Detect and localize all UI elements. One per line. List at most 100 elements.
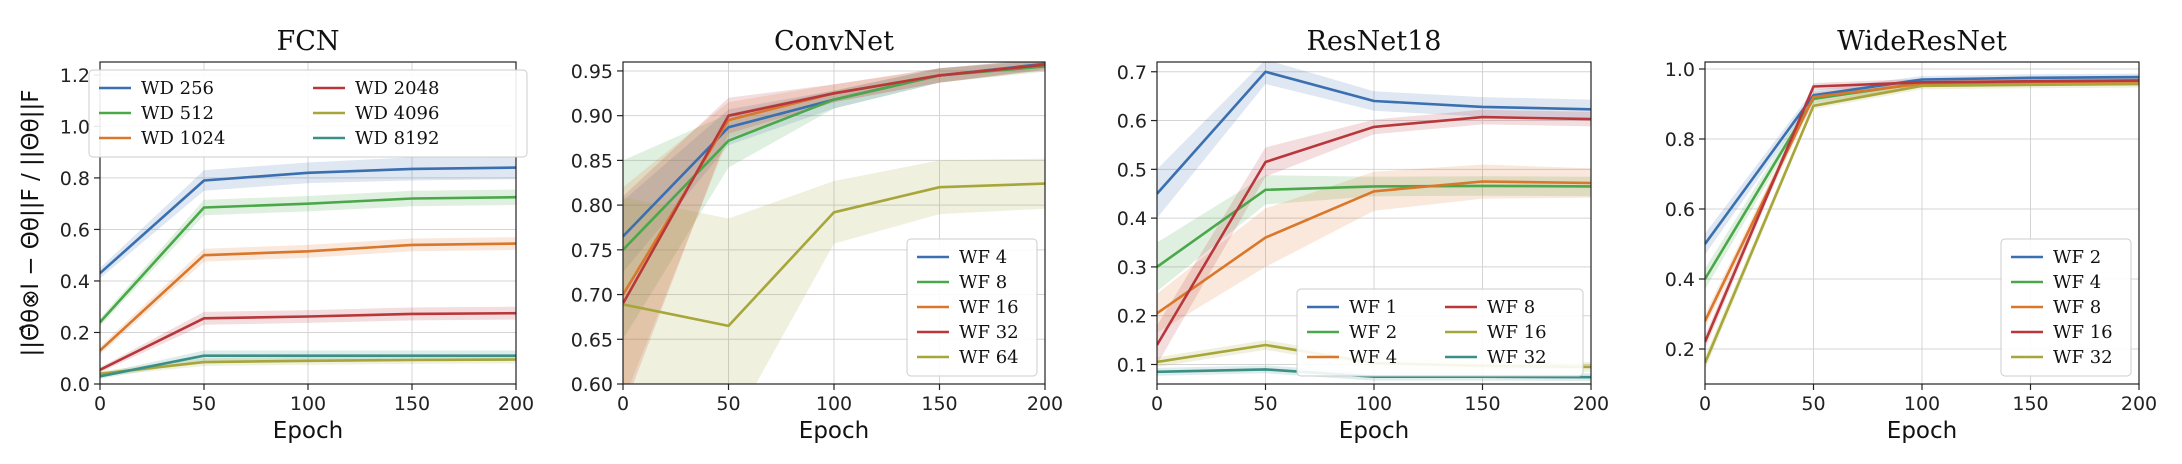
legend: WD 256 WD 512 WD 1024 WD 2048 WD 4096 WD 8192 bbox=[88, 69, 528, 158]
legend-item: WD 8192 bbox=[313, 128, 439, 149]
legend-item: WF 8 bbox=[2011, 297, 2101, 318]
y-tick-label: 0.8 bbox=[1665, 129, 1695, 151]
legend-label: WF 32 bbox=[2053, 347, 2113, 368]
legend-box bbox=[1296, 288, 1584, 377]
legend-item: WF 2 bbox=[2011, 247, 2101, 268]
x-tick-label: 100 bbox=[816, 393, 852, 415]
legend-label: WD 2048 bbox=[355, 78, 439, 99]
confidence-band-wd-512 bbox=[100, 189, 516, 326]
y-tick-label: 0.60 bbox=[571, 374, 613, 396]
legend-box bbox=[2000, 238, 2132, 377]
y-tick-label: 0.90 bbox=[571, 106, 613, 128]
chart-panel-4: 0 50 100 150 200 0.2 0.4 0.6 0.8 1.0 WideResNet Epo… bbox=[1665, 26, 2157, 444]
legend-label: WD 512 bbox=[141, 103, 214, 124]
y-tick-label: 0.6 bbox=[60, 219, 90, 241]
legend-label: WF 16 bbox=[2053, 322, 2113, 343]
legend-label: WF 16 bbox=[959, 297, 1019, 318]
y-tick-label: 0.4 bbox=[1665, 269, 1695, 291]
legend-item: WF 2 bbox=[1307, 322, 1397, 343]
series-line-wf-32 bbox=[1157, 368, 1591, 379]
y-tick-label: 0.6 bbox=[1665, 199, 1695, 221]
plot-area bbox=[100, 156, 516, 379]
series-line-wd-4096 bbox=[100, 358, 516, 375]
legend-label: WF 32 bbox=[1487, 347, 1547, 368]
legend-label: WF 4 bbox=[959, 247, 1007, 268]
confidence-band-wf-1 bbox=[1157, 62, 1591, 219]
y-tick-label: 0.2 bbox=[1117, 306, 1147, 328]
y-tick-label: 0.6 bbox=[1117, 111, 1147, 133]
confidence-band-wd-2048 bbox=[100, 306, 516, 373]
x-tick-label: 200 bbox=[1027, 393, 1063, 415]
legend-label: WF 8 bbox=[1487, 297, 1535, 318]
y-tick-label: 0.4 bbox=[1117, 208, 1147, 230]
legend-item: WF 16 bbox=[2011, 322, 2113, 343]
legend-item: WF 4 bbox=[1307, 347, 1397, 368]
legend-item: WD 256 bbox=[99, 78, 214, 99]
y-tick-label: 0.2 bbox=[60, 322, 90, 344]
x-axis-label: Epoch bbox=[799, 418, 869, 444]
y-tick-label: 0.8 bbox=[60, 168, 90, 190]
chart-title: ConvNet bbox=[774, 26, 894, 57]
legend-label: WF 4 bbox=[1349, 347, 1397, 368]
x-tick-label: 200 bbox=[498, 393, 534, 415]
legend: WF 2 WF 4 WF 8 WF 16 WF 32 bbox=[2000, 238, 2132, 377]
x-tick-label: 150 bbox=[921, 393, 957, 415]
chart-panel-1: 0 50 100 150 200 0.0 0.2 0.4 0.6 0.8 1.0 1.2 FCN Epoc… bbox=[18, 26, 534, 444]
legend-label: WF 32 bbox=[959, 322, 1019, 343]
x-tick-label: 100 bbox=[1356, 393, 1392, 415]
series-line-wf-8 bbox=[1157, 115, 1591, 346]
series-line-wf-2 bbox=[1705, 75, 2139, 245]
x-tick-label: 0 bbox=[617, 393, 629, 415]
legend: WF 4 WF 8 WF 16 WF 32 WF 64 bbox=[906, 238, 1038, 377]
confidence-band-wd-8192 bbox=[100, 350, 516, 379]
y-tick-label: 0.85 bbox=[571, 150, 613, 172]
y-tick-label: 0.5 bbox=[1117, 159, 1147, 181]
chart-title: WideResNet bbox=[1837, 26, 2007, 57]
legend-label: WF 64 bbox=[959, 347, 1019, 368]
x-tick-label: 0 bbox=[94, 393, 106, 415]
confidence-band-wd-1024 bbox=[100, 237, 516, 355]
legend-item: WF 64 bbox=[917, 347, 1019, 368]
x-tick-label: 50 bbox=[1801, 393, 1825, 415]
y-tick-label: 1.2 bbox=[60, 65, 90, 87]
series-line-wf-4 bbox=[1157, 180, 1591, 315]
legend-item: WF 32 bbox=[917, 322, 1019, 343]
legend-label: WD 8192 bbox=[355, 128, 439, 149]
confidence-band-wf-8 bbox=[623, 62, 1045, 340]
legend-box bbox=[88, 69, 528, 158]
legend-label: WF 2 bbox=[2053, 247, 2101, 268]
x-tick-label: 150 bbox=[394, 393, 430, 415]
legend-item: WF 32 bbox=[2011, 347, 2113, 368]
confidence-band-wd-256 bbox=[100, 156, 516, 279]
x-tick-label: 100 bbox=[1904, 393, 1940, 415]
series-line-wf-16 bbox=[1705, 79, 2139, 343]
x-tick-label: 150 bbox=[2012, 393, 2048, 415]
legend-label: WF 1 bbox=[1349, 297, 1397, 318]
legend-label: WF 16 bbox=[1487, 322, 1547, 343]
plot-area bbox=[1705, 73, 2139, 370]
series-line-wd-1024 bbox=[100, 242, 516, 352]
legend-item: WF 8 bbox=[917, 272, 1007, 293]
x-tick-label: 0 bbox=[1699, 393, 1711, 415]
y-tick-label: 0.7 bbox=[1117, 62, 1147, 84]
x-tick-label: 200 bbox=[1573, 393, 1609, 415]
series-line-wd-2048 bbox=[100, 311, 516, 371]
legend-label: WF 8 bbox=[959, 272, 1007, 293]
series-line-wf-2 bbox=[1157, 184, 1591, 268]
y-tick-label: 0.80 bbox=[571, 195, 613, 217]
x-tick-label: 100 bbox=[290, 393, 326, 415]
series-line-wd-256 bbox=[100, 166, 516, 275]
y-tick-label: 0.65 bbox=[571, 329, 613, 351]
legend-label: WF 8 bbox=[2053, 297, 2101, 318]
legend-item: WF 4 bbox=[917, 247, 1007, 268]
chart-title: FCN bbox=[276, 26, 339, 57]
y-axis-label: ||Θ̂θ⊗l − Θθ||F / ||Θθ||F bbox=[18, 90, 44, 357]
legend-label: WD 4096 bbox=[355, 103, 439, 124]
confidence-band-wf-2 bbox=[1157, 175, 1591, 292]
legend-label: WF 4 bbox=[2053, 272, 2101, 293]
legend-label: WD 256 bbox=[141, 78, 214, 99]
chart-panel-3: 0 50 100 150 200 0.1 0.2 0.3 0.4 0.5 0.6 0.7 ResNet1… bbox=[1117, 26, 1609, 444]
legend-item: WD 2048 bbox=[313, 78, 439, 99]
x-tick-label: 50 bbox=[1253, 393, 1277, 415]
